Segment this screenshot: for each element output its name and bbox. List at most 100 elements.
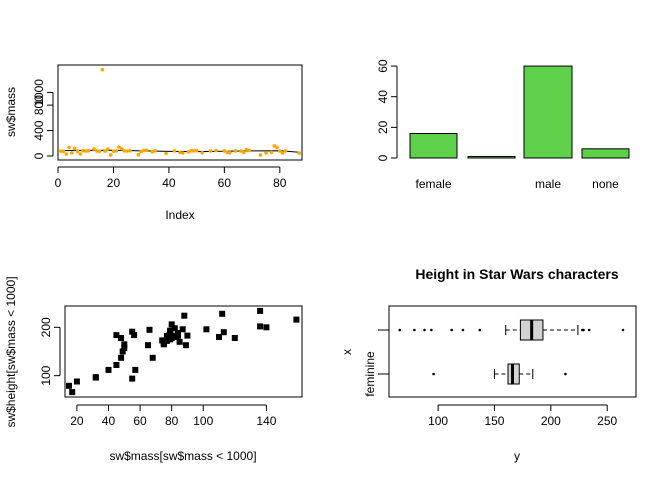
data-point	[280, 151, 285, 155]
data-point	[192, 149, 196, 153]
outlier-point	[582, 328, 585, 332]
data-point	[171, 325, 178, 332]
height-boxplot-panel: Height in Star Wars characters 100 150 200…	[340, 266, 637, 463]
height-mass-scatter-panel: 20 40 60 80 100 140 100 200 sw$mass[sw$mass < …	[4, 276, 303, 463]
data-point	[72, 146, 77, 151]
data-point	[293, 316, 300, 323]
box-feminine	[432, 363, 567, 385]
y-axis: 0 20 40 60	[376, 59, 398, 161]
data-point	[275, 145, 279, 150]
y-tick-label: 100	[39, 365, 53, 385]
data-point	[106, 147, 110, 151]
outlier-point	[461, 328, 465, 332]
data-point	[108, 153, 113, 157]
data-point	[264, 151, 268, 155]
x-tick-label: 80	[273, 176, 287, 190]
category-labels: feminine	[363, 329, 389, 397]
data-point	[244, 147, 249, 152]
data-point	[121, 341, 128, 348]
x-tick-label: 150	[484, 414, 504, 428]
data-point	[222, 149, 227, 153]
outlier-point	[621, 328, 625, 332]
x-axis-label: y	[514, 449, 520, 463]
data-point	[272, 144, 277, 148]
data-point	[171, 334, 178, 340]
data-point	[225, 150, 229, 155]
data-point	[175, 330, 181, 337]
data-point	[176, 338, 183, 345]
data-point	[181, 151, 185, 155]
x-tick-label: 100	[193, 414, 213, 428]
data-point	[120, 147, 124, 151]
data-point	[129, 375, 136, 382]
data-point	[179, 326, 186, 333]
data-point	[100, 67, 105, 72]
data-point	[128, 148, 132, 153]
x-tick-label: 20	[70, 414, 84, 428]
bars-layer	[409, 65, 630, 159]
x-tick-label: 140	[256, 414, 276, 428]
y-tick-label: 400	[32, 120, 46, 140]
outlier-point	[564, 372, 567, 376]
outlier-point	[430, 328, 433, 332]
data-point	[168, 335, 175, 341]
data-point	[139, 149, 143, 154]
category-label: female	[415, 177, 451, 191]
data-point	[83, 149, 88, 153]
data-point	[194, 148, 199, 153]
data-point	[103, 149, 107, 153]
x-tick-label: 200	[541, 414, 561, 428]
data-point	[283, 149, 288, 153]
sex-bar-chart-panel: female male none 0 20 40 60	[376, 59, 630, 191]
points-layer	[59, 67, 302, 157]
y-axis-label: sw$mass	[4, 87, 18, 137]
data-point	[200, 151, 204, 155]
data-point	[142, 148, 146, 153]
outlier-point	[413, 328, 416, 332]
data-point	[178, 150, 182, 155]
data-point	[257, 323, 264, 330]
data-point	[203, 326, 210, 333]
data-point	[150, 150, 155, 154]
data-point	[122, 149, 127, 153]
data-point	[182, 342, 189, 349]
data-point	[239, 149, 243, 153]
y-tick-label: 1000	[32, 79, 46, 106]
data-point	[167, 330, 174, 337]
bar	[467, 155, 516, 159]
data-point	[160, 338, 167, 345]
x-tick-label: 0	[55, 176, 62, 190]
data-point	[172, 149, 177, 153]
y-tick-label: 40	[376, 90, 390, 104]
data-point	[208, 149, 213, 153]
x-tick-label: 60	[218, 176, 232, 190]
category-label: none	[592, 177, 619, 191]
data-point	[105, 366, 112, 373]
data-point	[114, 149, 118, 153]
data-point	[67, 145, 71, 150]
data-point	[73, 378, 80, 385]
data-point	[59, 149, 63, 153]
data-point	[92, 374, 99, 381]
data-point	[269, 150, 274, 155]
data-point	[129, 328, 136, 335]
data-point	[164, 151, 168, 156]
outlier-point	[478, 328, 482, 332]
data-point	[231, 335, 238, 341]
y-tick-label: 20	[376, 120, 390, 134]
data-point	[132, 366, 139, 373]
data-point	[146, 326, 153, 333]
data-point	[258, 153, 263, 157]
data-point	[189, 148, 193, 153]
data-point	[181, 312, 188, 319]
category-labels: female male none	[415, 177, 619, 191]
bar	[523, 65, 573, 159]
data-point	[69, 389, 76, 396]
x-tick-label: 40	[102, 414, 116, 428]
data-point	[278, 149, 282, 153]
y-tick-label: 200	[39, 317, 53, 337]
data-point	[125, 149, 130, 153]
data-point	[220, 329, 227, 336]
x-tick-label: 80	[165, 414, 179, 428]
